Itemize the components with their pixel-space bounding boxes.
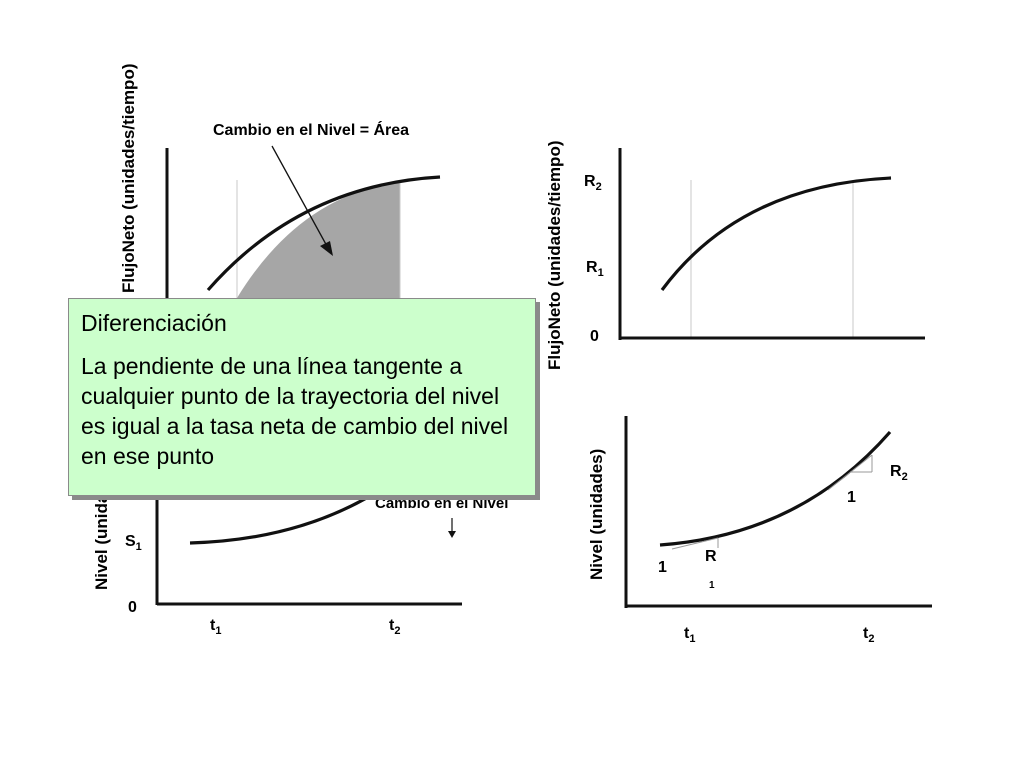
right-level-graph: Nivel (unidades) R2 1 1 R 1 t1 t2 [587,416,932,645]
left-flow-graph: FlujoNeto (unidades/tiempo) Cambio en el… [119,64,441,300]
right-flow-curve [660,176,892,291]
right-level-curve [659,430,892,547]
area-pointer-arrowhead [320,241,333,256]
right-t2-label: t2 [863,625,874,645]
right-top-zero-label: 0 [590,328,599,345]
shaded-area [237,182,400,300]
right-bottom-y-label: Nivel (unidades) [587,449,606,580]
level-curve [189,488,381,545]
upper-one-label: 1 [847,489,856,506]
right-t1-label: t1 [684,625,695,645]
right-r1-label: R1 [586,259,604,279]
callout-title: Diferenciación [81,310,227,336]
s1-label: S1 [125,533,142,553]
change-arrow-head [448,531,456,538]
area-label: Cambio en el Nivel = Área [213,120,409,139]
lower-r1-subscript: 1 [709,580,715,591]
right-top-y-label: FlujoNeto (unidades/tiempo) [545,141,564,371]
left-zero-label: 0 [128,599,137,616]
left-top-y-label: FlujoNeto (unidades/tiempo) [119,64,138,294]
lower-one-label: 1 [658,559,667,576]
callout-body: La pendiente de una línea tangente a cua… [81,353,509,469]
upper-r2-label: R2 [890,463,908,483]
change-in-level-label: Cambio en el Nivel [375,495,508,512]
left-t2-label: t2 [389,617,400,637]
lower-r1-label: R [705,548,717,565]
area-pointer-arrow [271,145,329,249]
right-r2-label: R2 [584,173,602,193]
lower-tangent-line [671,537,719,550]
left-t1-label: t1 [210,617,221,637]
differentiation-callout: Diferenciación La pendiente de una línea… [68,298,536,496]
flow-curve [206,175,441,292]
right-flow-graph: FlujoNeto (unidades/tiempo) R2 R1 0 [545,141,925,371]
